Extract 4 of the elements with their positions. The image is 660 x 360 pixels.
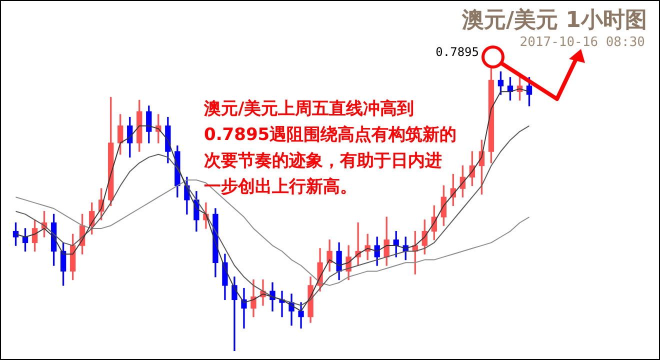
text: 2017-10-16 08:30 xyxy=(520,35,645,50)
chart-title: 澳元/美元 1小时图 xyxy=(462,6,647,35)
text: 0.7895 xyxy=(436,45,479,59)
annotation: 澳元/美元上周五直线冲高到0.7895遇阻围绕高点有构筑新的次要节奏的迹象，有助于日内进一步创出上行新高。 xyxy=(204,98,458,199)
